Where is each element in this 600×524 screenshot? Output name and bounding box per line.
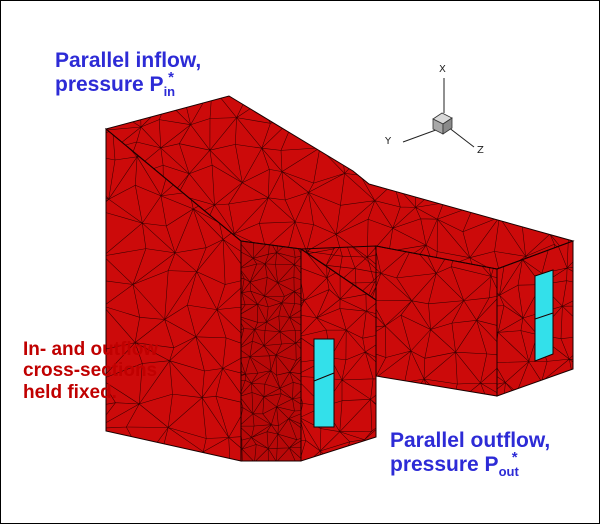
fixed-sections-annotation: In- and outflow cross-sections held fixe… xyxy=(23,339,158,403)
z-axis-label: Z xyxy=(477,145,484,156)
inflow-pressure-symbol: pressure P xyxy=(55,72,164,96)
outflow-subscript: out xyxy=(498,463,519,479)
outflow-superscript: * xyxy=(511,448,518,466)
fixed-line1: In- and outflow xyxy=(23,339,159,360)
inflow-port-left-split xyxy=(313,372,335,382)
inflow-subscript: in xyxy=(163,83,176,99)
outflow-pressure-symbol: pressure P xyxy=(390,452,499,476)
cube-right xyxy=(442,117,453,135)
fixed-line3: held fixed. xyxy=(23,381,117,403)
inflow-annotation: Parallel inflow, pressure Pin* xyxy=(55,49,201,99)
inflow-line1: Parallel inflow, xyxy=(55,49,202,72)
outflow-line1: Parallel outflow, xyxy=(390,429,551,452)
inflow-port-left xyxy=(313,338,335,428)
inflow-superscript: * xyxy=(168,68,174,86)
mesh-lines-legside xyxy=(241,241,301,461)
mesh-face-leftfront xyxy=(106,129,241,461)
mesh-edge-rightend xyxy=(496,240,574,397)
z-axis-line xyxy=(447,126,475,148)
axis-triad xyxy=(402,78,475,148)
outflow-line2: pressure Pout* xyxy=(390,449,550,480)
fixed-line2: cross-sections xyxy=(23,360,158,382)
inflow-line2: pressure Pin* xyxy=(55,69,201,100)
outflow-port-right-split xyxy=(534,312,554,320)
outflow-annotation: Parallel outflow, pressure Pout* xyxy=(390,429,550,479)
x-axis-label: X xyxy=(439,64,446,75)
y-axis-label: Y xyxy=(385,136,392,147)
